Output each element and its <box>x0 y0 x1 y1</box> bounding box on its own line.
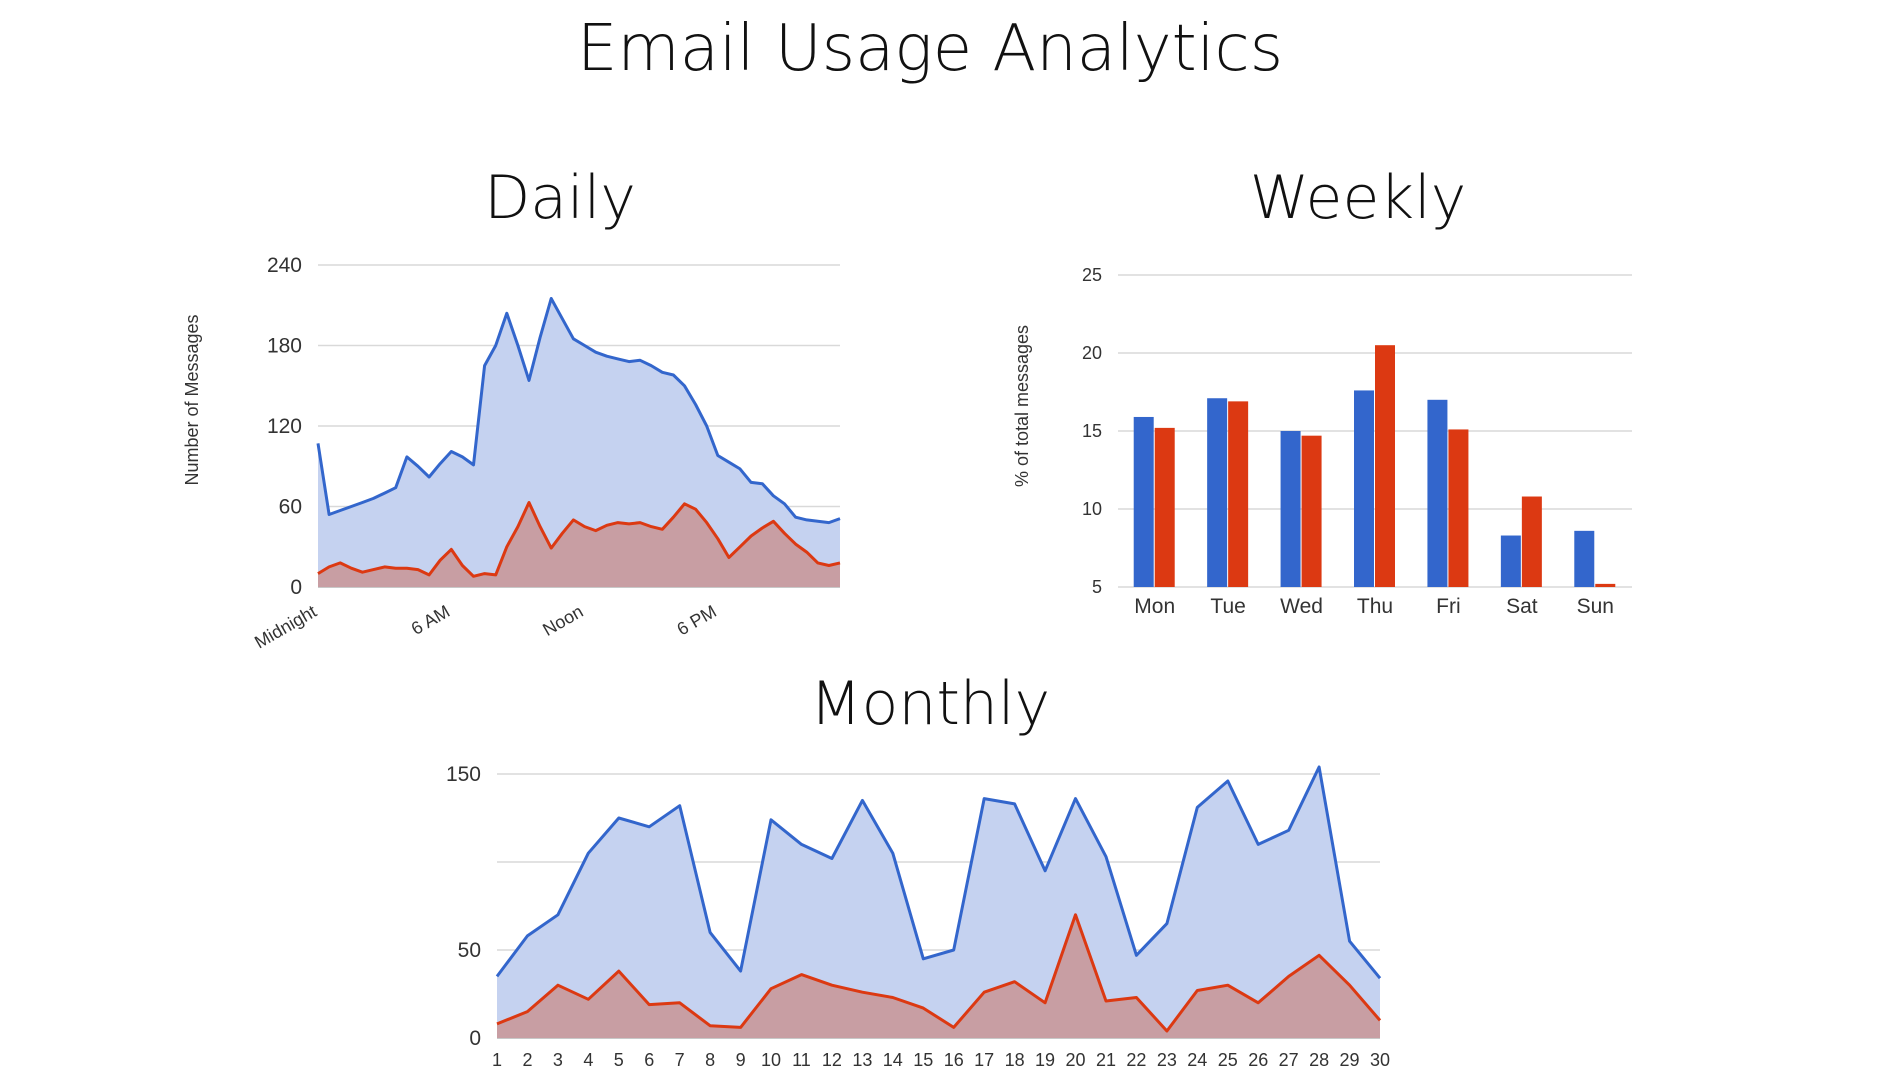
monthly-x-tick-label: 16 <box>944 1050 964 1069</box>
monthly-x-tick-label: 10 <box>761 1050 781 1069</box>
weekly-y-tick-label: 15 <box>1082 421 1102 441</box>
weekly-bar-wed-series-1 <box>1301 435 1322 587</box>
weekly-bar-tue-series-1 <box>1228 401 1249 587</box>
monthly-series-0-line <box>495 765 1382 980</box>
monthly-x-ticks: 1 2 3 4 5 6 7 8 9 10 11 12 13 14 15 16 17 18 19 20 21 22 23 24 2… <box>492 1050 1390 1069</box>
weekly-x-tick-label: Thu <box>1357 595 1393 618</box>
daily-x-tick-label: 6 AM <box>408 601 454 639</box>
weekly-bar-tue-series-0 <box>1207 398 1228 587</box>
weekly-bar-thu-series-1 <box>1375 345 1395 587</box>
monthly-x-tick-label: 30 <box>1370 1050 1390 1069</box>
weekly-bar-mon-series-0 <box>1133 416 1154 587</box>
daily-x-tick-label: Noon <box>539 601 586 640</box>
monthly-x-tick-label: 26 <box>1248 1050 1268 1069</box>
weekly-x-tick-label: Wed <box>1280 595 1323 618</box>
monthly-y-ticks: 0 50 150 <box>446 763 481 1050</box>
monthly-x-tick-label: 17 <box>974 1050 994 1069</box>
weekly-bar-sat-series-0 <box>1500 535 1521 587</box>
monthly-x-tick-label: 3 <box>553 1050 563 1069</box>
weekly-bar-sun-series-1 <box>1595 583 1616 587</box>
weekly-y-tick-label: 10 <box>1082 499 1102 519</box>
monthly-x-tick-label: 27 <box>1279 1050 1299 1069</box>
daily-y-ticks: 0 60 120 180 240 <box>267 254 302 599</box>
monthly-x-tick-label: 8 <box>705 1050 715 1069</box>
monthly-series-1-area <box>497 914 1380 1038</box>
monthly-x-tick-label: 7 <box>675 1050 685 1069</box>
daily-series-0-line <box>316 297 841 525</box>
monthly-y-tick-label: 0 <box>469 1027 481 1050</box>
main-title: Email Usage Analytics <box>577 12 1283 86</box>
monthly-x-tick-label: 11 <box>792 1050 811 1069</box>
monthly-y-tick-label: 150 <box>446 763 481 786</box>
weekly-bar-thu-series-0 <box>1354 390 1374 587</box>
weekly-x-tick-label: Sun <box>1577 595 1614 618</box>
monthly-x-tick-label: 23 <box>1157 1050 1177 1069</box>
weekly-bar-fri-series-0 <box>1427 399 1448 587</box>
daily-series-1-line <box>317 501 841 578</box>
monthly-chart-title: Monthly <box>810 669 1050 739</box>
weekly-bar-mon-series-1 <box>1154 427 1175 587</box>
daily-y-axis-title: Number of Messages <box>182 314 202 485</box>
daily-x-tick-label: 6 PM <box>673 601 719 639</box>
weekly-chart: Weekly % of total messages 5 10 15 20 25 Mon… <box>1012 163 1632 618</box>
weekly-bar-wed-series-0 <box>1280 431 1301 587</box>
monthly-x-tick-label: 15 <box>913 1050 933 1069</box>
weekly-y-tick-label: 5 <box>1092 577 1102 597</box>
daily-x-ticks: Midnight 6 AM Noon 6 PM <box>251 601 720 652</box>
daily-series-1-area <box>318 502 840 587</box>
monthly-x-tick-label: 5 <box>614 1050 624 1069</box>
weekly-plot-area <box>1133 345 1616 587</box>
daily-x-tick-label: Midnight <box>251 601 320 652</box>
monthly-x-tick-label: 25 <box>1218 1050 1238 1069</box>
daily-chart-title: Daily <box>484 163 636 233</box>
monthly-x-tick-label: 4 <box>583 1050 593 1069</box>
monthly-x-tick-label: 14 <box>883 1050 903 1069</box>
weekly-y-ticks: 5 10 15 20 25 <box>1082 265 1102 597</box>
monthly-x-tick-label: 18 <box>1005 1050 1025 1069</box>
monthly-series-0-area <box>497 767 1380 1038</box>
monthly-x-tick-label: 28 <box>1309 1050 1329 1069</box>
daily-chart: Daily Number of Messages 0 60 120 180 240 Mi… <box>182 163 841 652</box>
monthly-x-tick-label: 19 <box>1035 1050 1055 1069</box>
monthly-x-tick-label: 22 <box>1126 1050 1146 1069</box>
monthly-x-tick-label: 12 <box>822 1050 842 1069</box>
weekly-y-axis-title: % of total messages <box>1012 325 1032 487</box>
monthly-x-tick-label: 24 <box>1187 1050 1207 1069</box>
weekly-x-tick-label: Tue <box>1210 595 1245 618</box>
daily-series-0-area <box>318 298 840 587</box>
monthly-x-tick-label: 13 <box>852 1050 872 1069</box>
monthly-x-tick-label: 6 <box>644 1050 654 1069</box>
daily-y-tick-label: 60 <box>279 496 302 519</box>
weekly-bar-sat-series-1 <box>1521 496 1542 587</box>
monthly-x-tick-label: 9 <box>736 1050 746 1069</box>
daily-plot-area <box>316 297 841 587</box>
daily-y-tick-label: 180 <box>267 335 302 358</box>
monthly-x-tick-label: 20 <box>1066 1050 1086 1069</box>
monthly-x-tick-label: 21 <box>1096 1050 1116 1069</box>
weekly-x-tick-label: Mon <box>1134 595 1175 618</box>
monthly-x-tick-label: 2 <box>522 1050 532 1069</box>
monthly-series-1-line <box>496 913 1382 1033</box>
daily-y-tick-label: 120 <box>267 415 302 438</box>
weekly-y-tick-label: 20 <box>1082 343 1102 363</box>
weekly-x-tick-label: Fri <box>1436 595 1461 618</box>
weekly-x-tick-label: Sat <box>1506 595 1538 618</box>
monthly-plot-area <box>495 765 1382 1038</box>
monthly-y-tick-label: 50 <box>458 939 481 962</box>
weekly-chart-title: Weekly <box>1250 163 1467 233</box>
daily-y-tick-label: 0 <box>290 576 302 599</box>
weekly-bar-fri-series-1 <box>1448 429 1469 587</box>
monthly-x-tick-label: 29 <box>1340 1050 1360 1069</box>
monthly-x-tick-label: 1 <box>492 1050 502 1069</box>
weekly-bar-sun-series-0 <box>1574 530 1595 587</box>
daily-y-tick-label: 240 <box>267 254 302 277</box>
weekly-x-ticks: Mon Tue Wed Thu Fri Sat Sun <box>1134 595 1614 618</box>
weekly-y-tick-label: 25 <box>1082 265 1102 285</box>
